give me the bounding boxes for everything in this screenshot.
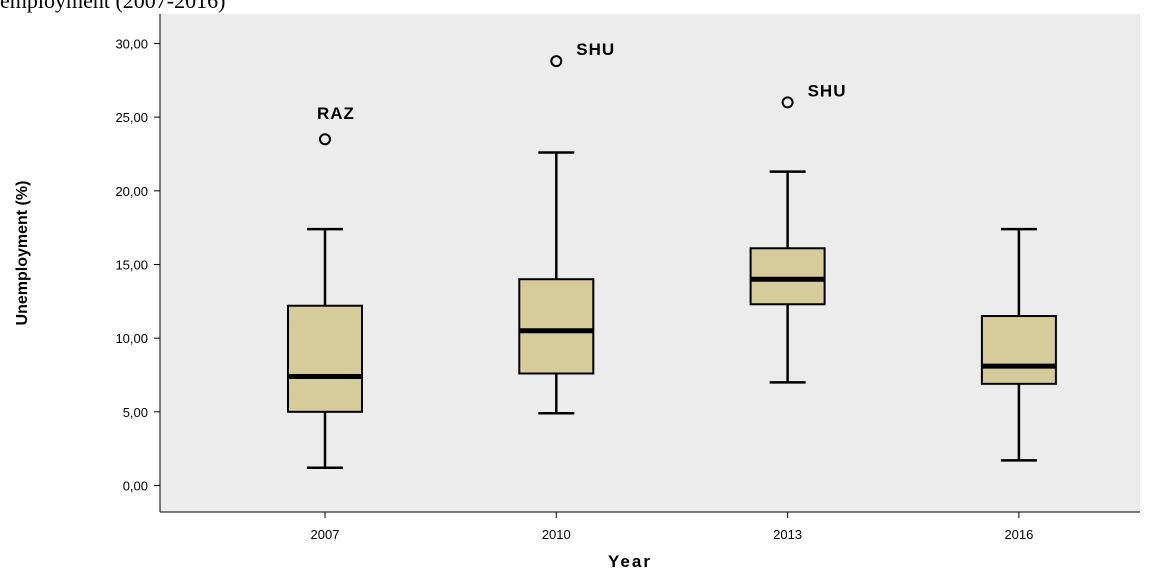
y-axis-title: Unemployment (%) — [14, 181, 31, 326]
outlier-point — [781, 96, 794, 109]
x-axis: 2007 2010 2013 2016 — [160, 511, 1140, 542]
boxes-group: RAZ SHU SHU — [287, 40, 1057, 470]
box-2013: SHU — [749, 81, 847, 384]
y-tick-label: 20,00 — [115, 184, 148, 199]
y-tick-label: 0,00 — [123, 478, 148, 493]
outlier-point — [550, 55, 563, 68]
x-tick-label: 2016 — [1004, 527, 1033, 542]
box-2007: RAZ — [287, 104, 363, 470]
y-tick-label: 10,00 — [115, 331, 148, 346]
x-tick-label: 2010 — [542, 527, 571, 542]
y-axis: 0,00 5,00 10,00 15,00 20,00 25,00 30,00 — [115, 14, 161, 512]
iqr-box — [287, 304, 363, 413]
outlier-point — [319, 133, 331, 146]
x-tick-label: 2013 — [773, 527, 802, 542]
x-axis-title: Year — [608, 552, 652, 570]
iqr-box — [518, 278, 595, 375]
iqr-box — [749, 247, 826, 306]
y-tick-label: 30,00 — [115, 36, 148, 51]
outlier-label: RAZ — [317, 104, 355, 123]
iqr-box — [980, 315, 1057, 385]
y-tick-label: 25,00 — [115, 110, 148, 125]
figure-caption: employment (2007-2016) — [0, 0, 226, 13]
outlier-label: SHU — [808, 81, 847, 100]
y-tick-label: 5,00 — [123, 405, 148, 420]
box-2016 — [980, 227, 1057, 462]
plot-area — [160, 14, 1140, 512]
box-2010: SHU — [518, 40, 615, 415]
x-tick-label: 2007 — [311, 527, 340, 542]
y-tick-label: 15,00 — [115, 257, 148, 272]
outlier-label: SHU — [576, 40, 615, 59]
